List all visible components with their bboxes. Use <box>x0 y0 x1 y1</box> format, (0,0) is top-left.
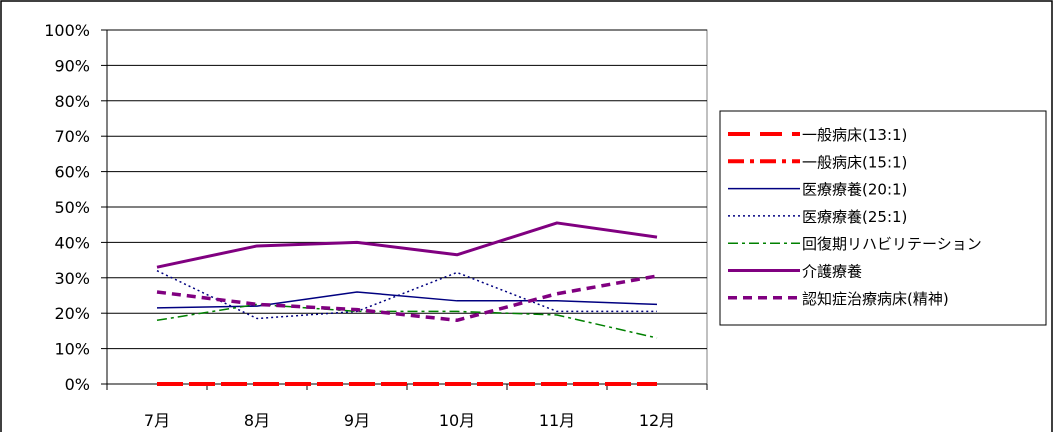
legend-label-4: 医療療養(25:1) <box>802 208 907 226</box>
y-tick-label: 0% <box>65 375 90 394</box>
x-tick-label: 10月 <box>439 411 475 430</box>
legend-label-5: 回復期リハビリテーション <box>802 235 982 253</box>
series-line-7 <box>156 274 658 323</box>
y-tick-label: 40% <box>54 233 90 252</box>
gridlines <box>107 29 707 385</box>
series-lines <box>156 221 658 386</box>
y-tick-label: 30% <box>54 269 90 288</box>
y-tick-label: 50% <box>54 198 90 217</box>
y-tick-label: 20% <box>54 304 90 323</box>
legend-items: 一般病床(13:1) 一般病床(15:1) 医療療養(20:1) 医療療養(25:1)… <box>728 126 982 308</box>
y-tick-label: 70% <box>54 127 90 146</box>
y-tick-label: 100% <box>44 21 90 40</box>
legend-label-7: 認知症治療病床(精神) <box>802 290 949 308</box>
y-tick-label: 60% <box>54 163 90 182</box>
y-tick-label: 10% <box>54 340 90 359</box>
series-line-5 <box>156 303 658 339</box>
y-tick-label: 80% <box>54 92 90 111</box>
legend-label-1: 一般病床(13:1) <box>802 126 907 144</box>
x-axis-ticks: 7月 8月 9月 10月 11月 12月 <box>106 384 708 430</box>
y-tick-label: 90% <box>54 56 90 75</box>
x-tick-label: 8月 <box>244 411 270 430</box>
legend-label-3: 医療療養(20:1) <box>802 181 907 199</box>
series-line-6 <box>156 221 658 269</box>
legend-label-6: 介護療養 <box>802 263 862 281</box>
x-tick-label: 7月 <box>144 411 170 430</box>
legend <box>719 110 1047 326</box>
x-tick-label: 9月 <box>344 411 370 430</box>
y-axis-ticks: 0% 10% 20% 30% 40% 50% 60% 70% 80% 90% 100% <box>44 21 107 394</box>
legend-label-2: 一般病床(15:1) <box>802 153 907 171</box>
x-tick-label: 11月 <box>539 411 575 430</box>
x-tick-label: 12月 <box>639 411 675 430</box>
